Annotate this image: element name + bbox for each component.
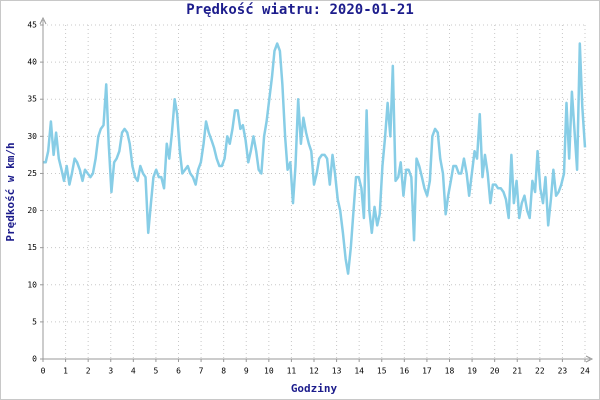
x-tick-label: 6	[176, 367, 181, 376]
x-tick-label: 24	[580, 367, 590, 376]
x-tick-label: 0	[41, 367, 46, 376]
data-line	[43, 42, 587, 275]
x-tick-label: 17	[422, 367, 432, 376]
x-tick-label: 15	[377, 367, 387, 376]
x-tick-label: 23	[558, 367, 568, 376]
x-tick-label: 21	[512, 367, 522, 376]
y-tick-label: 25	[27, 169, 37, 178]
y-tick-label: 20	[27, 206, 37, 215]
x-tick-label: 12	[309, 367, 319, 376]
y-tick-label: 15	[27, 243, 37, 252]
x-tick-label: 22	[535, 367, 545, 376]
y-tick-label: 30	[27, 132, 37, 141]
x-tick-label: 3	[108, 367, 113, 376]
x-tick-label: 2	[86, 367, 91, 376]
x-tick-label: 1	[63, 367, 68, 376]
y-tick-label: 35	[27, 95, 37, 104]
y-tick-label: 0	[32, 355, 37, 364]
x-tick-label: 4	[131, 367, 136, 376]
chart-title: Prędkość wiatru: 2020-01-21	[186, 2, 414, 18]
y-tick-label: 5	[32, 317, 37, 326]
x-tick-label: 19	[467, 367, 477, 376]
x-tick-label: 16	[400, 367, 410, 376]
y-axis-label: Prędkość w km/h	[4, 142, 17, 241]
y-tick-label: 10	[27, 280, 37, 289]
x-tick-label: 8	[221, 367, 226, 376]
x-tick-label: 18	[445, 367, 455, 376]
x-tick-label: 11	[287, 367, 297, 376]
y-arrow	[39, 16, 47, 25]
x-tick-label: 10	[264, 367, 274, 376]
x-tick-label: 13	[332, 367, 342, 376]
y-tick-label: 45	[27, 21, 37, 30]
x-tick-label: 14	[354, 367, 364, 376]
x-tick-label: 5	[154, 367, 159, 376]
x-tick-label: 20	[490, 367, 500, 376]
x-arrow	[585, 355, 594, 363]
y-tick-label: 40	[27, 58, 37, 67]
x-tick-label: 7	[199, 367, 204, 376]
x-axis-label: Godziny	[291, 382, 338, 395]
x-tick-label: 9	[244, 367, 249, 376]
